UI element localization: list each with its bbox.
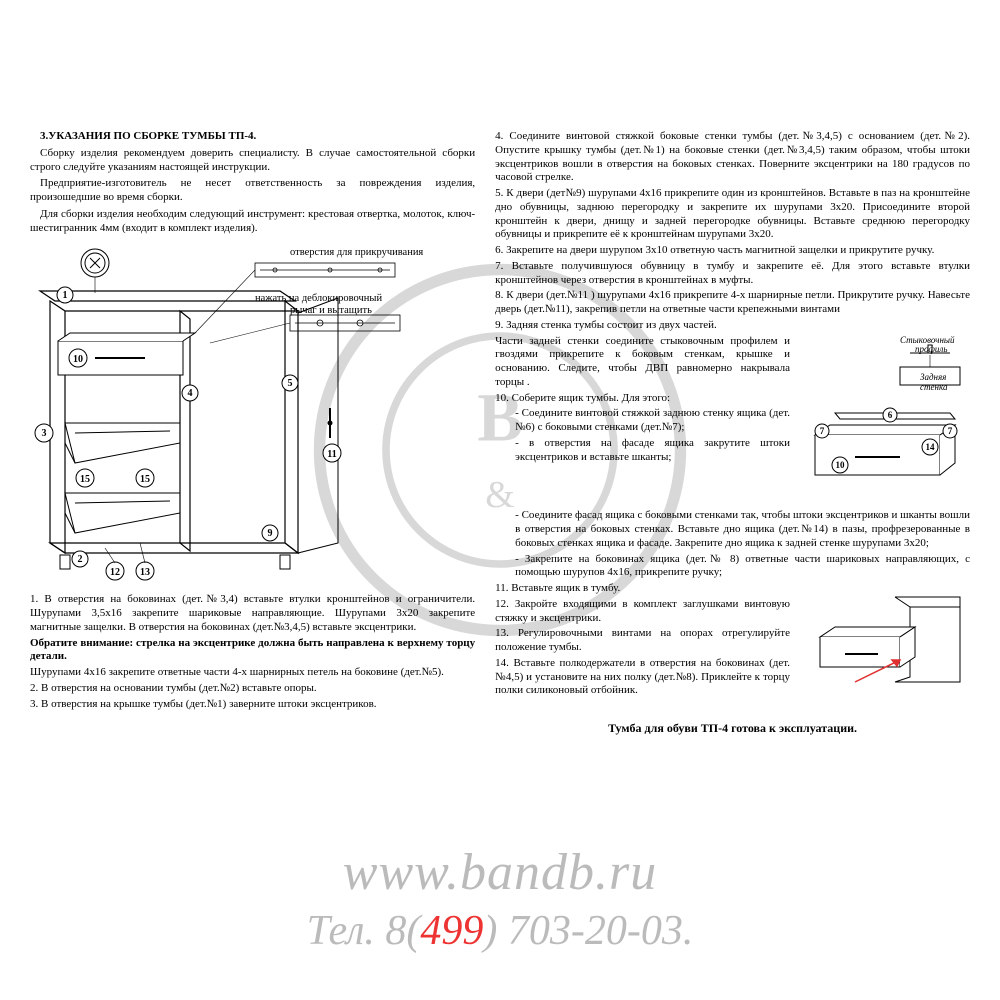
right-step-11: 11. Вставьте ящик в тумбу. xyxy=(495,582,790,596)
right-step-8: 8. К двери (дет.№11 ) шурупами 4х16 прик… xyxy=(495,289,970,317)
svg-text:7: 7 xyxy=(948,426,953,436)
svg-text:10: 10 xyxy=(836,460,846,470)
right-step-10-2: в отверстия на фасаде ящика закрутите шт… xyxy=(515,437,790,465)
right-column: 4. Соедините винтовой стяжкой боковые ст… xyxy=(495,130,970,736)
svg-text:9: 9 xyxy=(268,528,273,539)
main-assembly-diagram: отверстия для прикручивания нажать на де… xyxy=(30,243,450,583)
svg-text:10: 10 xyxy=(73,354,83,365)
watermark-tel: Тел. 8(499) 703-20-03. xyxy=(0,905,1000,958)
label-back-wall-2: стенка xyxy=(920,382,948,392)
right-step-7: 7. Вставьте получившуюся обувницу в тумб… xyxy=(495,260,970,288)
label-back-wall-1: Задняя xyxy=(920,372,946,382)
svg-text:1: 1 xyxy=(63,290,68,301)
right-step-10-4: Закрепите на боковинах ящика (дет.№ 8) о… xyxy=(515,553,970,581)
watermark-url: www.bandb.ru xyxy=(0,840,1000,905)
left-step-1: 1. В отверстия на боковинах (дет.№3,4) в… xyxy=(30,593,475,634)
right-step-9a: 9. Задняя стенка тумбы состоит из двух ч… xyxy=(495,319,970,333)
label-lever-2: рычаг и вытащить xyxy=(290,305,372,316)
right-step-5: 5. К двери (дет№9) шурупами 4х16 прикреп… xyxy=(495,187,970,242)
watermark-tel-post: ) 703-20-03. xyxy=(483,908,693,954)
svg-text:14: 14 xyxy=(926,442,936,452)
svg-text:3: 3 xyxy=(42,428,47,439)
right-step-10-1: Соедините винтовой стяжкой заднюю стенку… xyxy=(515,407,790,435)
intro-2: Предприятие-изготовитель не несет ответс… xyxy=(30,177,475,205)
left-step-2: 2. В отверстия на основании тумбы (дет.№… xyxy=(30,682,475,696)
svg-text:15: 15 xyxy=(140,474,150,485)
label-lever-1: нажать на деблокировочный xyxy=(255,293,382,304)
svg-text:4: 4 xyxy=(188,388,193,399)
left-step-1-bold: Обратите внимание: стрелка на эксцентрик… xyxy=(30,637,475,665)
right-step-10-3: Соедините фасад ящика с боковыми стенкам… xyxy=(515,509,970,550)
left-step-3: 3. В отверстия на крышке тумбы (дет.№1) … xyxy=(30,698,475,712)
watermark-tel-code: 499 xyxy=(420,908,483,954)
svg-text:12: 12 xyxy=(110,567,120,578)
svg-text:6: 6 xyxy=(888,410,893,420)
drawer-insert-diagram xyxy=(800,582,970,707)
svg-text:7: 7 xyxy=(820,426,825,436)
left-step-1b: Шурупами 4х16 закрепите ответные части 4… xyxy=(30,666,475,680)
left-column: 3.УКАЗАНИЯ ПО СБОРКЕ ТУМБЫ ТП-4. Сборку … xyxy=(30,130,475,736)
right-step-13: 13. Регулировочными винтами на опорах от… xyxy=(495,627,790,655)
right-step-6: 6. Закрепите на двери шурупом 3х10 ответ… xyxy=(495,244,970,258)
profile-and-drawer-diagram: Стыковочный профиль Задняя стенка xyxy=(800,335,970,510)
svg-text:15: 15 xyxy=(80,474,90,485)
right-step-10: 10. Соберите ящик тумбы. Для этого: xyxy=(495,392,790,406)
label-profile-2: профиль xyxy=(915,344,947,354)
svg-text:5: 5 xyxy=(288,378,293,389)
svg-text:2: 2 xyxy=(78,554,83,565)
right-step-9b: Части задней стенки соедините стыковочны… xyxy=(495,335,790,390)
footer-ready: Тумба для обуви ТП-4 готова к эксплуатац… xyxy=(495,721,970,736)
right-step-4: 4. Соедините винтовой стяжкой боковые ст… xyxy=(495,130,970,185)
intro-3: Для сборки изделия необходим следующий и… xyxy=(30,208,475,236)
label-holes: отверстия для прикручивания xyxy=(290,247,423,258)
svg-text:11: 11 xyxy=(327,449,336,460)
right-step-12: 12. Закройте входящими в комплект заглуш… xyxy=(495,598,790,626)
watermark-tel-pre: Тел. 8( xyxy=(307,908,421,954)
instruction-page: 3.УКАЗАНИЯ ПО СБОРКЕ ТУМБЫ ТП-4. Сборку … xyxy=(30,130,970,736)
right-step-14: 14. Вставьте полкодержатели в отверстия … xyxy=(495,657,790,698)
intro-1: Сборку изделия рекомендуем доверить спец… xyxy=(30,147,475,175)
svg-text:13: 13 xyxy=(140,567,150,578)
section-title: 3.УКАЗАНИЯ ПО СБОРКЕ ТУМБЫ ТП-4. xyxy=(40,130,256,142)
